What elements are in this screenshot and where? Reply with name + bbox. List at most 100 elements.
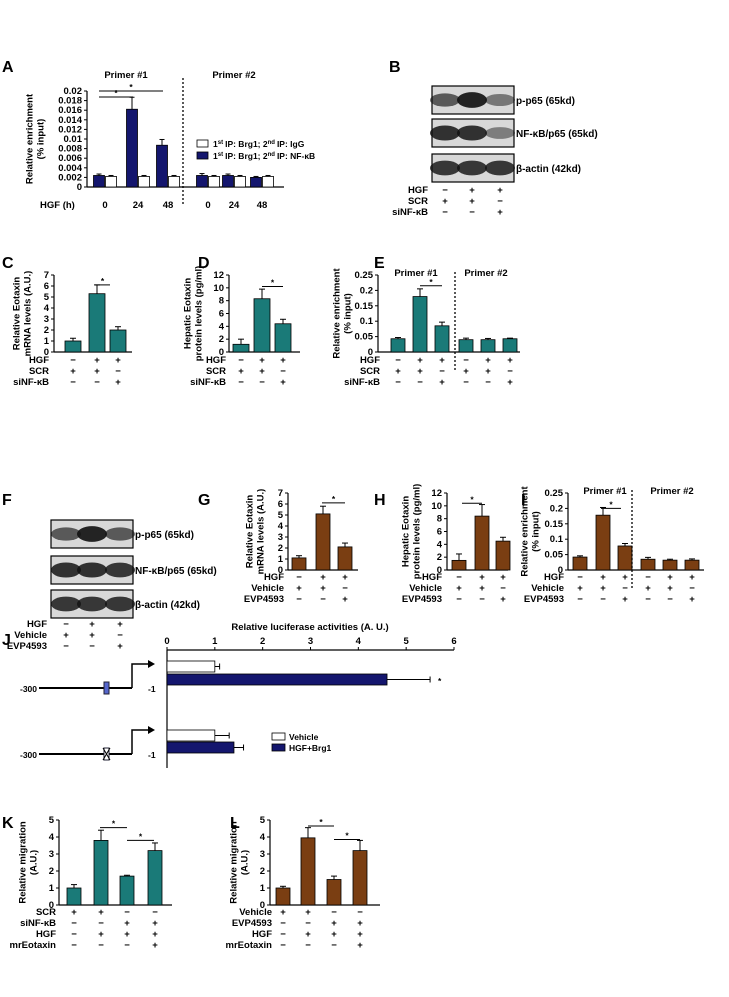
panel-K-row-label: mrEotaxin	[10, 940, 57, 951]
panel-J-x-tick-label: 3	[308, 636, 313, 647]
panel-F-row-sign: +	[117, 619, 123, 630]
panel-K-row-sign: −	[71, 929, 77, 940]
panel-H-bar	[495, 540, 511, 571]
panel-A-legend-label-part: nd	[268, 152, 276, 158]
panel-H-row-sign: −	[456, 594, 462, 605]
panel-L-row-sign: +	[280, 907, 286, 918]
panel-D-row-sign: +	[280, 377, 286, 388]
panel-A-bar	[156, 144, 168, 188]
panel-F-band	[105, 527, 135, 541]
panel-H-row-sign: +	[479, 583, 485, 594]
panel-I-bar	[684, 559, 700, 571]
panel-I-row-sign: −	[667, 594, 673, 605]
panel-K-row-sign: −	[71, 918, 77, 929]
panel-C-y-tick-label: 4	[44, 303, 50, 314]
panel-F-band	[51, 596, 81, 612]
panel-B-band	[430, 160, 460, 176]
panel-D-row-label: HGF	[206, 355, 226, 366]
panel-A-bar	[105, 176, 117, 188]
panel-K-row-label: SCR	[36, 907, 56, 918]
panel-D-y-tick-label: 10	[213, 283, 224, 294]
panel-E-row-sign: +	[417, 355, 423, 366]
panel-F-row-sign: −	[89, 641, 95, 652]
panel-L-row-label: HGF	[252, 929, 272, 940]
panel-F-band-label: β-actin (42kd)	[135, 600, 200, 611]
panel-A-legend-label-part: nd	[268, 140, 276, 146]
panel-I-group-label: Primer #1	[583, 486, 627, 497]
panel-A-legend-swatch	[196, 151, 209, 160]
panel-F-band	[51, 527, 81, 541]
panel-F-band	[105, 562, 135, 578]
panel-I-row-sign: +	[645, 583, 651, 594]
panel-A-bar	[93, 175, 105, 188]
panel-D-row-sign: −	[238, 377, 244, 388]
panel-E-row-sign: −	[485, 377, 491, 388]
panel-H-row-sign: −	[500, 583, 506, 594]
panel-I-row-sign: +	[577, 583, 583, 594]
panel-F-row-sign: +	[63, 630, 69, 641]
panel-H-y-tick-label: 12	[431, 488, 442, 499]
panel-E-row-sign: +	[485, 355, 491, 366]
panel-B-row-sign: +	[442, 196, 448, 207]
panel-D-row-sign: −	[280, 366, 286, 377]
panel-A-x-label: HGF (h)	[40, 200, 75, 211]
panel-L-row-label: Vehicle	[239, 907, 272, 918]
panel-K-y-tick-label: 4	[49, 832, 55, 843]
panel-E-sig-star: *	[429, 277, 433, 287]
panel-A-legend-label-part: IP: NF-κB	[277, 151, 315, 161]
panel-label-H: H	[374, 492, 386, 509]
panel-E-row-sign: +	[485, 366, 491, 377]
panel-I-y-tick-label: 0.2	[550, 503, 563, 514]
panel-L-row-sign: −	[331, 907, 337, 918]
panel-G-y-tick-label: 4	[278, 521, 284, 532]
panel-A-y-tick-label: 0.02	[64, 86, 83, 97]
panel-E-row-sign: −	[395, 377, 401, 388]
panel-J-title: Relative luciferase activities (A. U.)	[231, 622, 388, 633]
panel-F-band	[77, 596, 107, 612]
panel-F-row-sign: −	[63, 619, 69, 630]
panel-A-bar	[126, 108, 138, 188]
panel-I-bar	[572, 556, 588, 571]
panel-G-row-label: HGF	[264, 572, 284, 583]
panel-L-row-label: EVP4593	[232, 918, 272, 929]
panel-A-x-tick-label: 48	[257, 200, 268, 211]
panel-L-row-sign: +	[357, 929, 363, 940]
panel-E-row-sign: −	[463, 377, 469, 388]
panel-I-row-sign: +	[600, 583, 606, 594]
panel-I-y-label: (% input)	[531, 511, 542, 552]
panel-D-y-label: Hepatic Eotaxin	[183, 278, 194, 349]
panel-H-row-sign: −	[479, 594, 485, 605]
panel-B-band	[485, 127, 515, 139]
panel-E-bar	[412, 296, 428, 353]
panel-H-y-tick-label: 0	[437, 565, 442, 576]
panel-L-y-tick-label: 0	[260, 900, 265, 911]
panel-K-bar	[93, 840, 109, 906]
panel-B-row-sign: +	[497, 185, 503, 196]
panel-E-row-sign: +	[463, 366, 469, 377]
panel-J-construct-start: -300	[20, 684, 37, 694]
panel-L-bar	[326, 879, 342, 906]
panel-J-bar	[166, 729, 216, 742]
panel-L-row-sign: −	[280, 918, 286, 929]
panel-G-y-tick-label: 1	[278, 554, 284, 565]
panel-G-y-tick-label: 5	[278, 510, 284, 521]
panel-K-row-label: HGF	[36, 929, 56, 940]
panel-D-row-label: siNF-κB	[190, 377, 226, 388]
panel-I-sig-star: *	[609, 499, 613, 509]
panel-A-legend-label-part: st	[218, 152, 223, 158]
panel-G-row-sign: −	[342, 583, 348, 594]
panel-A-bar	[138, 176, 150, 188]
panel-F-row-label: EVP4593	[7, 641, 47, 652]
panel-D-y-tick-label: 4	[219, 321, 225, 332]
panel-C-sig-star: *	[101, 276, 105, 286]
panel-H-bar	[451, 559, 467, 571]
panel-L-row-label: mrEotaxin	[226, 940, 273, 951]
panel-C-row-sign: −	[70, 355, 76, 366]
panel-H-row-sign: +	[500, 572, 506, 583]
panel-K-row-sign: −	[152, 907, 158, 918]
panel-label-D: D	[198, 255, 210, 272]
panel-G-y-tick-label: 6	[278, 499, 283, 510]
panel-D-y-tick-label: 6	[219, 309, 224, 320]
panel-D-row-sign: +	[259, 355, 265, 366]
panel-C-bar	[64, 340, 82, 353]
